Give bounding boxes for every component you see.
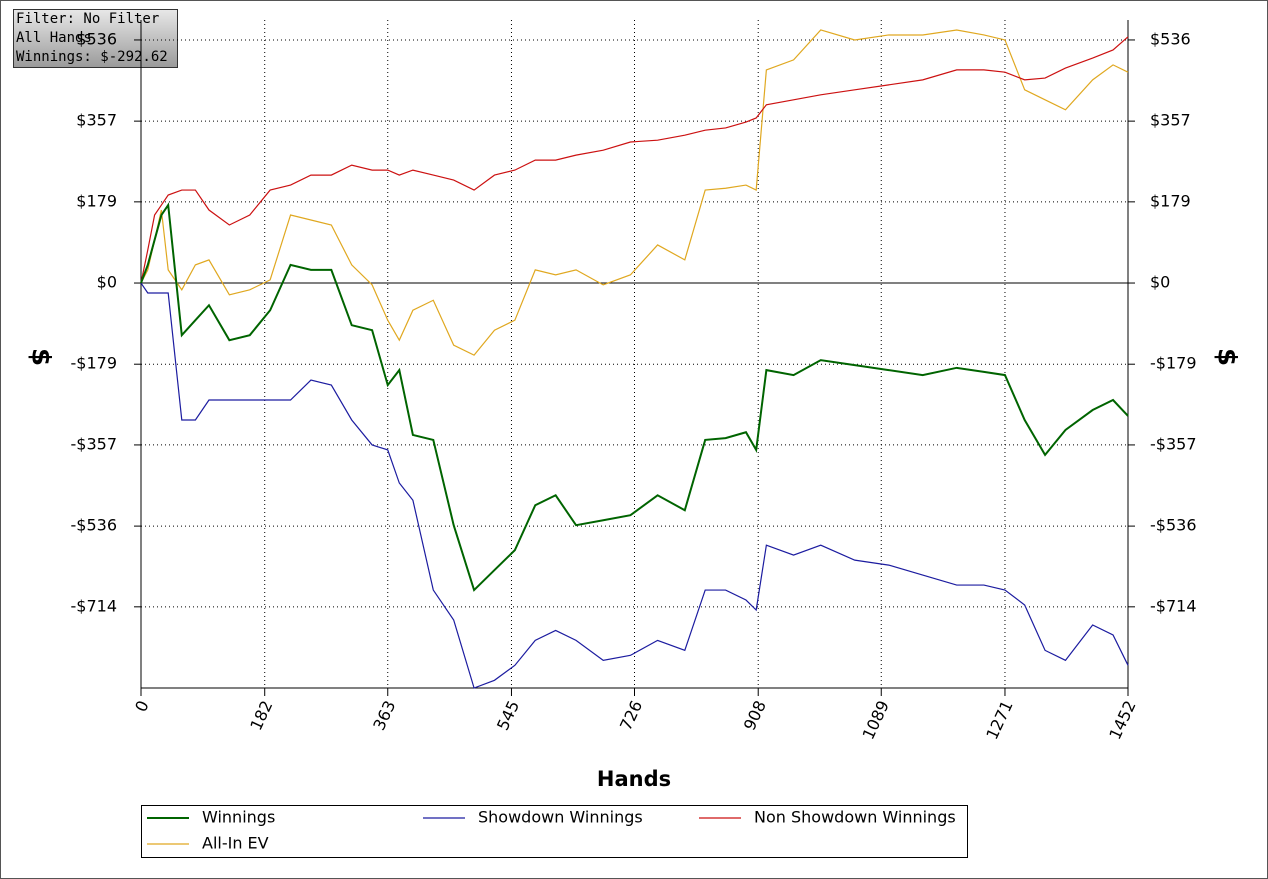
series-line: [140, 29, 1129, 356]
y-tick-label: -$179: [1150, 354, 1197, 373]
y-tick-label: $0: [97, 273, 117, 292]
y-tick-label: $357: [1150, 111, 1191, 130]
y-axis-label: $: [26, 348, 56, 366]
filter-text: Filter: No Filter: [16, 11, 159, 27]
series-line: [140, 282, 1129, 689]
y-tick-label: -$357: [1150, 434, 1197, 453]
filter-text: All Hands: [16, 30, 92, 46]
y-tick-label: -$357: [71, 434, 118, 453]
y-tick-label: -$536: [1150, 516, 1197, 535]
y-tick-label: -$714: [71, 596, 118, 615]
x-axis-label: Hands: [597, 767, 671, 791]
legend-label: Non Showdown Winnings: [754, 808, 956, 827]
y-tick-label: $357: [76, 111, 117, 130]
y-tick-label: $179: [76, 191, 117, 210]
y-tick-label: $536: [76, 29, 117, 48]
y-tick-label: -$714: [1150, 596, 1197, 615]
y-tick-label: $179: [1150, 191, 1191, 210]
legend-label: Showdown Winnings: [478, 808, 643, 827]
y-tick-label: -$536: [71, 516, 118, 535]
legend-label: All-In EV: [202, 834, 269, 853]
series-line: [140, 36, 1129, 284]
y-axis-label: $: [1212, 348, 1242, 366]
filter-box-bg: [13, 9, 178, 68]
legend-box: [141, 805, 968, 858]
legend-label: Winnings: [202, 808, 275, 827]
y-tick-label: -$179: [71, 354, 118, 373]
filter-text: Winnings: $-292.62: [16, 49, 168, 65]
y-tick-label: $0: [1150, 273, 1170, 292]
filter-box: Filter: No Filter All Hands Winnings: $-…: [13, 9, 178, 68]
series-line: [140, 202, 1129, 592]
y-tick-label: $536: [1150, 29, 1191, 48]
